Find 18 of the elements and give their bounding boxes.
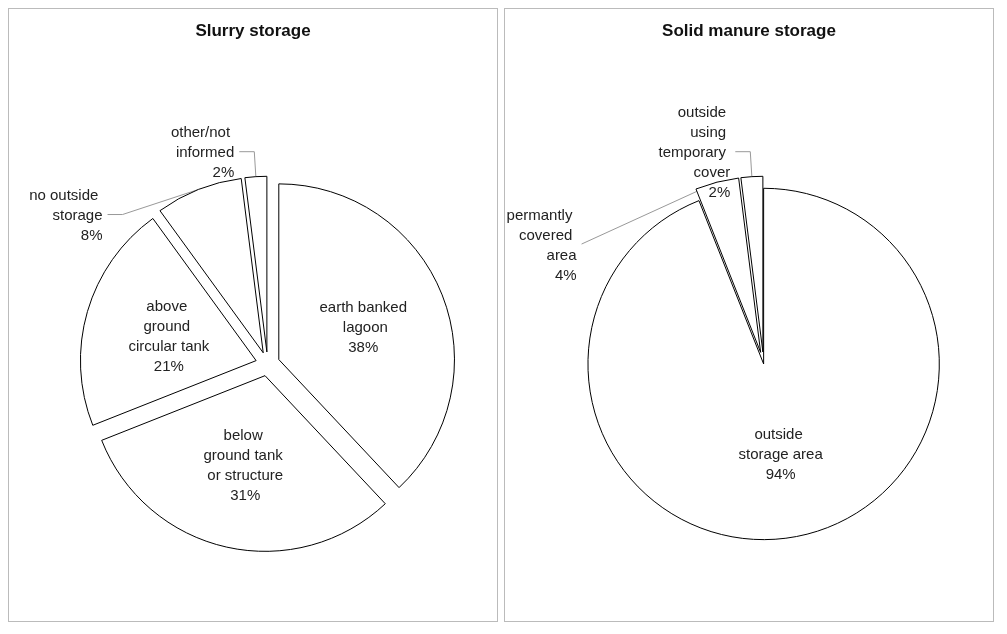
chart-title: Solid manure storage [662, 21, 836, 40]
slice-label: permantly covered area [506, 205, 578, 263]
slice-label: outside using temporary cover [658, 103, 731, 181]
data-label: 94% [765, 464, 796, 482]
data-label: 38% [348, 337, 379, 355]
data-label: 31% [230, 485, 261, 503]
chart-title: Slurry storage [195, 21, 311, 40]
slice-label: other/not informed [170, 123, 235, 161]
slice-label: outside storage area [738, 424, 824, 462]
slice-label: earth banked lagoon [319, 297, 408, 335]
data-label: 21% [153, 356, 184, 374]
data-label: 4% [554, 265, 577, 283]
data-label: 2% [708, 183, 731, 201]
data-label: 8% [80, 226, 103, 244]
slice-label: above ground circular tank [128, 296, 210, 354]
slice-label: no outside storage [29, 186, 103, 224]
slice-label: below ground tank or structure [203, 425, 287, 483]
data-label: 2% [212, 163, 235, 181]
